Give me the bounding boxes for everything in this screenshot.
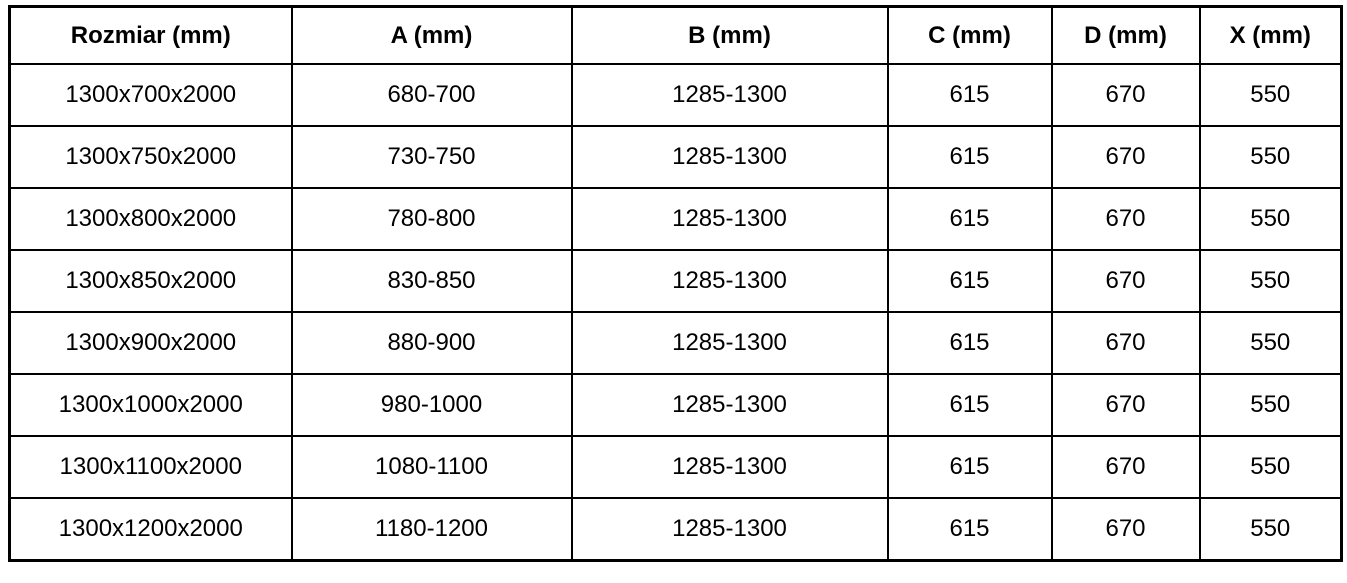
table-cell: 1285-1300 xyxy=(570,125,889,189)
column-header: A (mm) xyxy=(290,5,573,65)
table-cell: 1300x750x2000 xyxy=(8,125,293,189)
table-cell: 1300x1000x2000 xyxy=(8,373,293,437)
table-cell: 1300x1200x2000 xyxy=(8,497,293,562)
table-cell: 670 xyxy=(1050,497,1201,562)
table-cell: 780-800 xyxy=(290,187,573,251)
table-cell: 1180-1200 xyxy=(290,497,573,562)
table-cell: 615 xyxy=(886,497,1053,562)
table-cell: 1285-1300 xyxy=(570,435,889,499)
table-cell: 1300x900x2000 xyxy=(8,311,293,375)
table-cell: 670 xyxy=(1050,373,1201,437)
table-row: 1300x800x2000 780-800 1285-1300 615 670 550 xyxy=(8,187,1343,251)
table-cell: 550 xyxy=(1198,497,1343,562)
table-cell: 670 xyxy=(1050,435,1201,499)
table-cell: 1300x850x2000 xyxy=(8,249,293,313)
table-cell: 550 xyxy=(1198,63,1343,127)
table-body: 1300x700x2000 680-700 1285-1300 615 670 550 13… xyxy=(8,63,1343,562)
table-cell: 1285-1300 xyxy=(570,63,889,127)
table-cell: 615 xyxy=(886,435,1053,499)
table-row: 1300x1000x2000 980-1000 1285-1300 615 670 550 xyxy=(8,373,1343,437)
column-header: X (mm) xyxy=(1198,5,1343,65)
column-header: D (mm) xyxy=(1050,5,1201,65)
table-cell: 670 xyxy=(1050,63,1201,127)
table-cell: 615 xyxy=(886,373,1053,437)
table-cell: 680-700 xyxy=(290,63,573,127)
table-cell: 550 xyxy=(1198,311,1343,375)
table-row: 1300x1200x2000 1180-1200 1285-1300 615 670 55… xyxy=(8,497,1343,562)
table-cell: 615 xyxy=(886,187,1053,251)
table-cell: 1300x700x2000 xyxy=(8,63,293,127)
table-cell: 550 xyxy=(1198,125,1343,189)
column-header: B (mm) xyxy=(570,5,889,65)
table-cell: 615 xyxy=(886,125,1053,189)
table-cell: 550 xyxy=(1198,373,1343,437)
table-row: 1300x1100x2000 1080-1100 1285-1300 615 670 55… xyxy=(8,435,1343,499)
table-cell: 1285-1300 xyxy=(570,373,889,437)
column-header: C (mm) xyxy=(886,5,1053,65)
table-cell: 1285-1300 xyxy=(570,497,889,562)
table-cell: 550 xyxy=(1198,249,1343,313)
table-cell: 670 xyxy=(1050,311,1201,375)
table-cell: 550 xyxy=(1198,435,1343,499)
table-row: 1300x850x2000 830-850 1285-1300 615 670 550 xyxy=(8,249,1343,313)
table-cell: 550 xyxy=(1198,187,1343,251)
table-cell: 615 xyxy=(886,249,1053,313)
table-row: 1300x700x2000 680-700 1285-1300 615 670 550 xyxy=(8,63,1343,127)
table-row: 1300x750x2000 730-750 1285-1300 615 670 550 xyxy=(8,125,1343,189)
table-cell: 980-1000 xyxy=(290,373,573,437)
header-row: Rozmiar (mm) A (mm) B (mm) C (mm) D (mm) X (m… xyxy=(8,5,1343,65)
table-cell: 1080-1100 xyxy=(290,435,573,499)
table-cell: 1285-1300 xyxy=(570,311,889,375)
table-cell: 670 xyxy=(1050,187,1201,251)
table-cell: 1300x800x2000 xyxy=(8,187,293,251)
table-cell: 615 xyxy=(886,311,1053,375)
table-container: Rozmiar (mm) A (mm) B (mm) C (mm) D (mm) X (m… xyxy=(8,5,1343,562)
table-cell: 670 xyxy=(1050,125,1201,189)
table-cell: 1285-1300 xyxy=(570,187,889,251)
table-cell: 1285-1300 xyxy=(570,249,889,313)
table-cell: 730-750 xyxy=(290,125,573,189)
table-row: 1300x900x2000 880-900 1285-1300 615 670 550 xyxy=(8,311,1343,375)
column-header: Rozmiar (mm) xyxy=(8,5,293,65)
table-cell: 880-900 xyxy=(290,311,573,375)
dimensions-table: Rozmiar (mm) A (mm) B (mm) C (mm) D (mm) X (m… xyxy=(8,5,1343,562)
table-cell: 615 xyxy=(886,63,1053,127)
table-cell: 670 xyxy=(1050,249,1201,313)
table-cell: 1300x1100x2000 xyxy=(8,435,293,499)
table-cell: 830-850 xyxy=(290,249,573,313)
